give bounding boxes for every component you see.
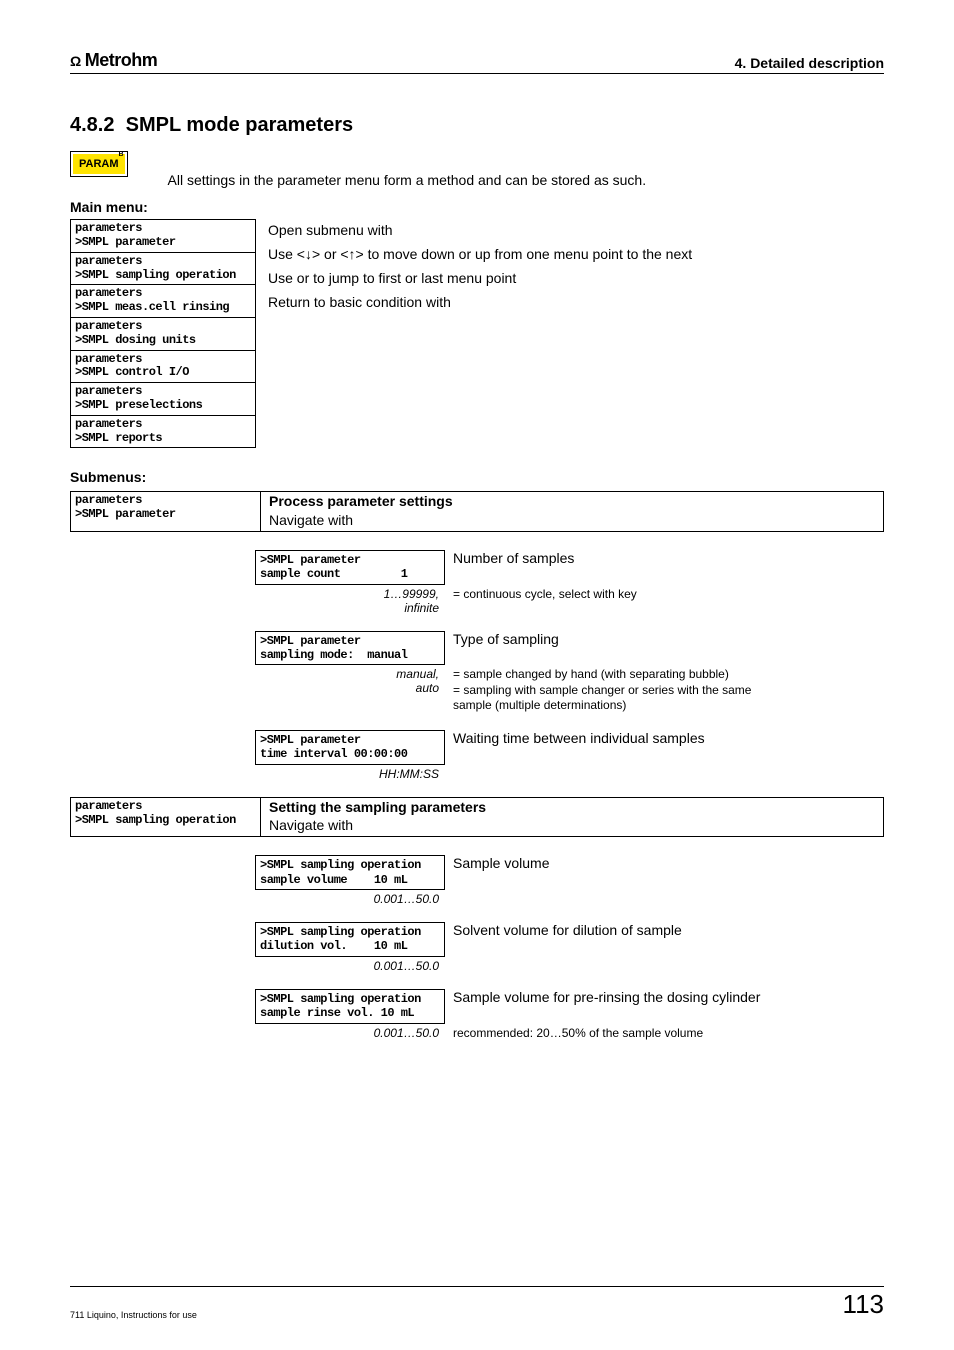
chapter-title: 4. Detailed description xyxy=(735,55,884,71)
lcd-menu-item: parameters >SMPL parameter xyxy=(70,219,256,253)
param-range-desc xyxy=(445,959,453,973)
main-menu-stack: parameters >SMPL parameterparameters >SM… xyxy=(70,219,256,447)
param-block: >SMPL sampling operation dilution vol. 1… xyxy=(255,922,884,973)
param-desc: Sample volume xyxy=(445,855,558,890)
param-block: >SMPL sampling operation sample volume 1… xyxy=(255,855,884,906)
brand-text: Metrohm xyxy=(85,50,158,71)
lcd-menu-item: parameters >SMPL sampling operation xyxy=(70,252,256,286)
param-range: 1…99999,infinite xyxy=(255,587,445,615)
param-range: HH:MM:SS xyxy=(255,767,445,781)
param-range-desc: = continuous cycle, select with key xyxy=(445,587,637,615)
lcd-display: parameters >SMPL sampling operation xyxy=(71,798,261,836)
param-desc: Type of sampling xyxy=(445,631,567,666)
submenu-header: parameters >SMPL parameterProcess parame… xyxy=(70,491,884,531)
param-desc: Number of samples xyxy=(445,550,582,585)
param-desc: Solvent volume for dilution of sample xyxy=(445,922,690,957)
lcd-menu-item: parameters >SMPL dosing units xyxy=(70,317,256,351)
lcd-display: >SMPL sampling operation sample rinse vo… xyxy=(255,989,445,1024)
lcd-display: >SMPL parameter time interval 00:00:00 xyxy=(255,730,445,765)
submenus-label: Submenus: xyxy=(70,469,884,485)
lcd-menu-item: parameters >SMPL control I/O xyxy=(70,350,256,384)
submenu-desc: Process parameter settingsNavigate with xyxy=(261,492,461,530)
lcd-menu-item: parameters >SMPL reports xyxy=(70,415,256,449)
param-range: 0.001…50.0 xyxy=(255,892,445,906)
main-menu-label: Main menu: xyxy=(70,199,884,215)
param-block: >SMPL parameter sample count 1Number of … xyxy=(255,550,884,615)
lcd-display: >SMPL sampling operation sample volume 1… xyxy=(255,855,445,890)
submenu-header: parameters >SMPL sampling operationSetti… xyxy=(70,797,884,837)
main-menu-desc: Open submenu with Use <↓> or <↑> to move… xyxy=(268,219,692,314)
param-block: >SMPL sampling operation sample rinse vo… xyxy=(255,989,884,1041)
omega-icon: Ω xyxy=(70,53,81,69)
param-range-desc: recommended: 20…50% of the sample volume xyxy=(445,1026,703,1042)
param-key-icon: B PARAM xyxy=(70,151,128,177)
param-range: 0.001…50.0 xyxy=(255,1026,445,1042)
lcd-menu-item: parameters >SMPL preselections xyxy=(70,382,256,416)
submenu-desc: Setting the sampling parametersNavigate … xyxy=(261,798,494,836)
lcd-menu-item: parameters >SMPL meas.cell rinsing xyxy=(70,284,256,318)
lcd-display: >SMPL parameter sample count 1 xyxy=(255,550,445,585)
page-number: 113 xyxy=(843,1289,884,1320)
param-block: >SMPL parameter time interval 00:00:00Wa… xyxy=(255,730,884,781)
intro-text: All settings in the parameter menu form … xyxy=(168,171,647,189)
lcd-display: parameters >SMPL parameter xyxy=(71,492,261,530)
section-heading: 4.8.2 SMPL mode parameters xyxy=(70,114,884,137)
footer-doc-title: 711 Liquino, Instructions for use xyxy=(70,1310,197,1320)
lcd-display: >SMPL sampling operation dilution vol. 1… xyxy=(255,922,445,957)
page-header: Ω Metrohm 4. Detailed description xyxy=(70,50,884,74)
param-block: >SMPL parameter sampling mode: manualTyp… xyxy=(255,631,884,715)
param-range-desc xyxy=(445,767,453,781)
param-desc: Sample volume for pre-rinsing the dosing… xyxy=(445,989,768,1024)
param-range-desc xyxy=(445,892,453,906)
brand-logo: Ω Metrohm xyxy=(70,50,157,71)
param-desc: Waiting time between individual samples xyxy=(445,730,713,765)
param-range: manual,auto xyxy=(255,667,445,714)
lcd-display: >SMPL parameter sampling mode: manual xyxy=(255,631,445,666)
param-range-desc: = sample changed by hand (with separatin… xyxy=(445,667,751,714)
param-range: 0.001…50.0 xyxy=(255,959,445,973)
page-footer: 711 Liquino, Instructions for use 113 xyxy=(70,1286,884,1320)
